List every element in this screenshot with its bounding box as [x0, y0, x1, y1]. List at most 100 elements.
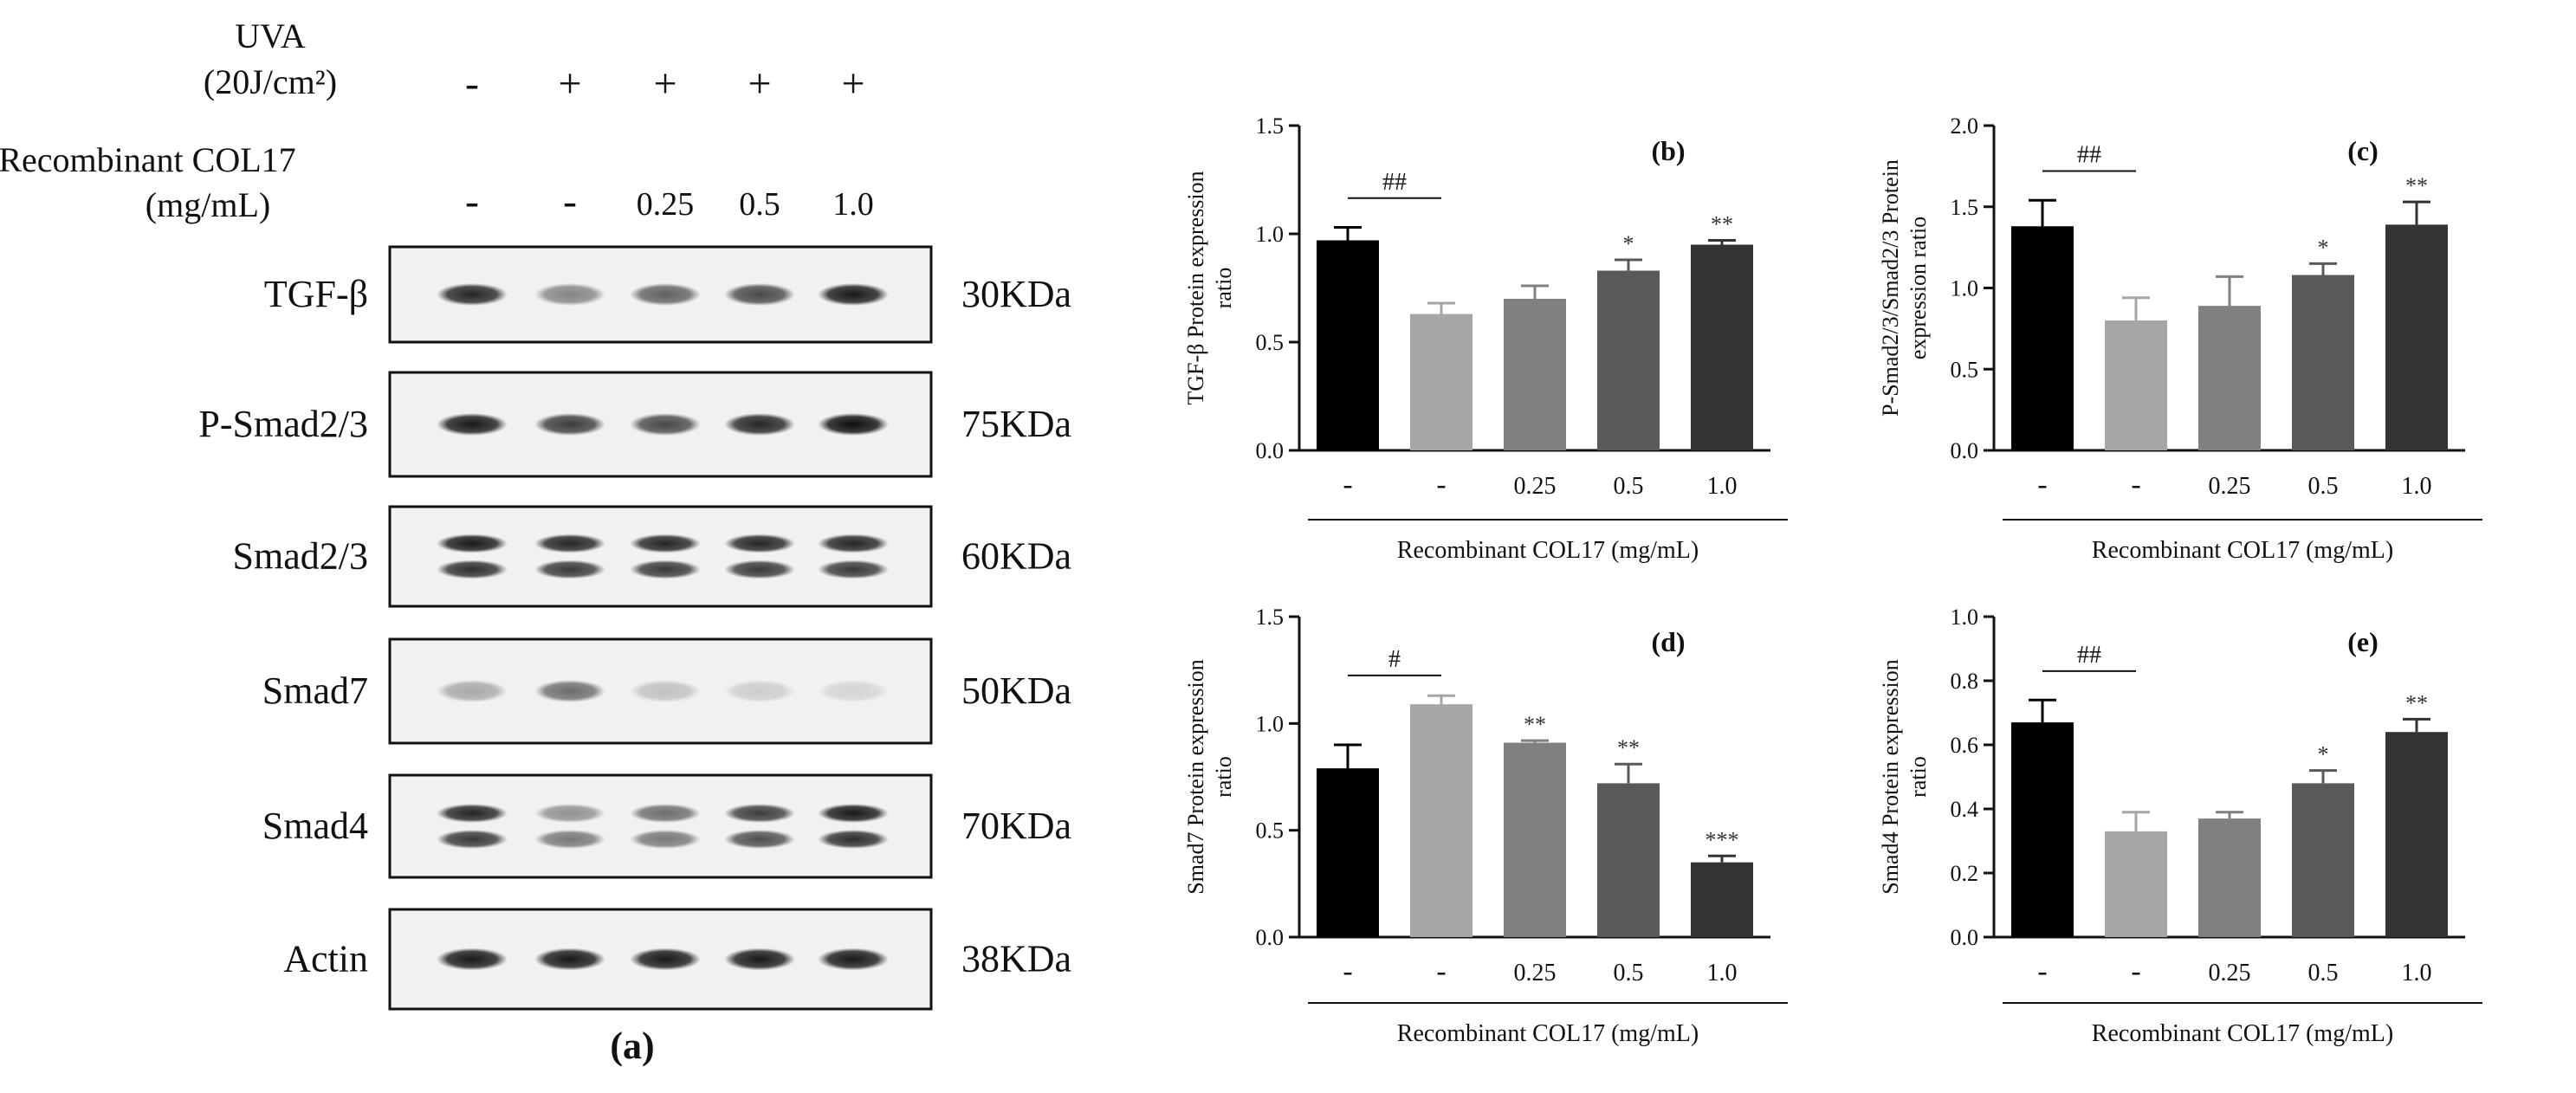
bar [2292, 275, 2354, 450]
y-tick-label: 0.5 [1951, 357, 1979, 382]
x-tick-label: 1.0 [1707, 960, 1738, 986]
band-size: 60KDa [961, 535, 1071, 578]
col17-label: Recombinant COL17 [0, 140, 296, 179]
blot-band [534, 534, 605, 553]
blot-band [818, 830, 889, 849]
band-name: Smad2/3 [233, 535, 368, 578]
panel-label-a: (a) [610, 1025, 654, 1067]
band-name: Smad7 [262, 669, 368, 712]
uva-sublabel: (20J/cm²) [204, 62, 337, 101]
bar [1504, 299, 1566, 450]
y-tick-label: 0.0 [1256, 438, 1285, 463]
blot-band [534, 680, 605, 702]
bar [1691, 862, 1753, 937]
band-size: 75KDa [961, 403, 1071, 445]
bar [2011, 226, 2074, 450]
bar [1317, 240, 1379, 450]
bracket-label: # [1388, 646, 1401, 673]
significance-marker: ** [1524, 712, 1546, 737]
band-name: P-Smad2/3 [198, 403, 368, 445]
bar [2011, 722, 2074, 937]
bar [1504, 742, 1566, 937]
y-tick-label: 0.5 [1256, 818, 1285, 844]
blot-band [724, 413, 795, 436]
y-tick-label: 2.0 [1951, 113, 1979, 139]
blot-band [630, 559, 701, 579]
x-axis-label: Recombinant COL17 (mg/mL) [1397, 1020, 1699, 1047]
col17-dose: 0.25 [637, 186, 695, 223]
y-tick-label: 0.4 [1951, 797, 1979, 822]
blot-band [724, 559, 795, 579]
blot-band [630, 830, 701, 849]
uva-sign: + [558, 61, 581, 107]
significance-marker: *** [1705, 827, 1739, 852]
x-axis-label: Recombinant COL17 (mg/mL) [2092, 1020, 2393, 1047]
y-tick-label: 0.6 [1951, 733, 1979, 758]
significance-marker: ** [2405, 690, 2428, 715]
blot-band [818, 413, 889, 436]
significance-marker: ** [1617, 735, 1640, 760]
x-tick-label: - [1436, 469, 1446, 501]
blot-band [437, 534, 508, 553]
x-tick-label: 0.25 [2209, 960, 2251, 986]
x-tick-label: 0.5 [1614, 473, 1644, 500]
y-tick-label: 0.5 [1256, 330, 1285, 355]
x-tick-label: - [1436, 955, 1446, 987]
blot-band [437, 830, 508, 849]
x-tick-label: - [2131, 469, 2140, 501]
x-tick-label: 1.0 [2402, 960, 2432, 986]
panel-label: (d) [1651, 626, 1685, 657]
bar [1597, 270, 1660, 450]
bar [2198, 818, 2261, 937]
bar [2105, 831, 2167, 937]
blot-band [534, 413, 605, 436]
blot-band [437, 559, 508, 579]
blot-band [534, 947, 605, 971]
blot-band [630, 680, 701, 702]
x-tick-label: 0.25 [1514, 960, 1557, 986]
x-tick-label: - [2037, 955, 2047, 987]
y-tick-label: 1.0 [1256, 222, 1285, 247]
blot-band [630, 534, 701, 553]
blot-band [437, 680, 508, 702]
chart-e: 0.0 0.2 0.4 0.6 0.8 1.0 - - 0.25 * 0.5 ** 1.0 ## (e) Re… [1878, 605, 2482, 1047]
band-name: Actin [283, 938, 368, 980]
x-tick-label: 0.5 [1614, 960, 1644, 986]
bar-charts: 0.0 0.5 1.0 1.5 - - 0.25 * 0.5 ** 1.0 ## (b) Recombin… [1183, 113, 2482, 1047]
y-tick-label: 1.5 [1951, 195, 1979, 220]
chart-c: 0.0 0.5 1.0 1.5 2.0 - - 0.25 * 0.5 ** 1.0 ## (c) Recom… [1878, 113, 2482, 564]
blot-band [534, 283, 605, 306]
y-axis-label: ratio [1211, 268, 1236, 309]
blot-band [818, 804, 889, 823]
blot-band [818, 283, 889, 306]
blot-band [534, 559, 605, 579]
y-axis-label: Smad4 Protein expression [1878, 659, 1903, 895]
bar [2105, 320, 2167, 450]
bar [2292, 783, 2354, 937]
bar [1597, 783, 1660, 937]
y-tick-label: 1.0 [1951, 605, 1979, 630]
col17-sublabel: (mg/mL) [146, 185, 270, 224]
x-tick-label: 1.0 [1707, 473, 1738, 500]
blot-band [630, 283, 701, 306]
blot-band [724, 947, 795, 971]
uva-sign: + [748, 61, 771, 107]
bar [2385, 732, 2448, 937]
col17-dose: - [465, 178, 479, 224]
blot-band [724, 830, 795, 849]
blot-band [630, 413, 701, 436]
band-name: TGF-β [264, 273, 368, 315]
y-tick-label: 1.0 [1256, 711, 1285, 736]
y-axis-label: ratio [1906, 756, 1931, 798]
panel-label: (b) [1651, 135, 1685, 166]
blot-band [534, 804, 605, 823]
blot-band [437, 413, 508, 436]
significance-marker: * [2318, 235, 2329, 260]
bracket-label: ## [2077, 642, 2101, 669]
y-axis-label: TGF-β Protein expression [1183, 171, 1208, 404]
x-axis-label: Recombinant COL17 (mg/mL) [1397, 537, 1699, 564]
bracket-label: ## [1382, 169, 1407, 196]
blot-band [724, 680, 795, 702]
western-blot-panel: UVA (20J/cm²) - + + + + Recombinant COL17 (mg/mL… [0, 16, 1071, 1067]
